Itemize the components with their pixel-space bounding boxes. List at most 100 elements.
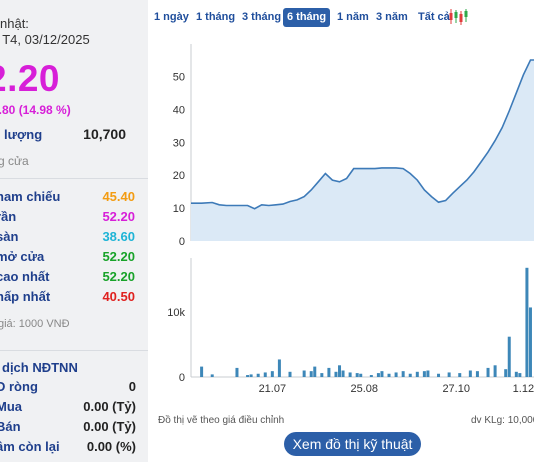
unit-note: giá: 1000 VNĐ xyxy=(0,318,70,330)
volume-bar xyxy=(288,371,292,377)
volume-bar xyxy=(422,371,426,377)
candlestick-chart-icon[interactable] xyxy=(448,8,468,26)
current-price: 2.20 xyxy=(0,58,61,99)
technical-chart-button[interactable]: Xem đồ thị kỹ thuật xyxy=(284,432,421,456)
volume-bar xyxy=(263,372,267,377)
volume-value: 10,700 xyxy=(83,126,126,142)
volume-bar xyxy=(401,371,405,377)
volume-x-tick: 21.07 xyxy=(259,383,287,395)
price-row: cao nhất 52.20 xyxy=(0,267,148,287)
price-row: sàn 38.60 xyxy=(0,227,148,247)
foreign-row-value: 0.00 (%) xyxy=(86,439,136,454)
divider xyxy=(0,350,148,351)
foreign-row-label: Mua xyxy=(0,399,22,414)
price-row-label: sàn xyxy=(0,229,19,244)
price-row-label: cao nhất xyxy=(0,269,50,284)
market-status: g cửa xyxy=(0,154,29,168)
price-row: rần 52.20 xyxy=(0,207,148,227)
price-row-label: hấp nhất xyxy=(0,289,51,304)
volume-bar xyxy=(341,370,345,377)
volume-bar xyxy=(327,367,331,377)
volume-bar xyxy=(200,366,204,377)
foreign-row-value: 0 xyxy=(128,379,136,394)
volume-bar xyxy=(309,371,313,377)
volume-bar xyxy=(468,370,472,377)
tab-range[interactable]: 6 tháng xyxy=(283,8,331,27)
tab-range[interactable]: 3 tháng xyxy=(242,11,282,23)
price-row-value: 52.20 xyxy=(102,209,135,224)
volume-bar xyxy=(415,371,419,377)
tab-range[interactable]: 1 tháng xyxy=(196,11,236,23)
volume-bar xyxy=(334,371,338,377)
foreign-row: âm còn lại 0.00 (%) xyxy=(0,437,148,457)
foreign-row: Bán 0.00 (Tỷ) xyxy=(0,417,148,437)
tab-range[interactable]: 3 năm xyxy=(376,11,408,23)
volume-y-tick: 0 xyxy=(179,372,185,384)
volume-bar xyxy=(458,373,462,377)
price-y-tick: 0 xyxy=(179,236,185,248)
foreign-row: D ròng 0 xyxy=(0,377,148,397)
stock-summary-panel: nhật: 0, T4, 03/12/2025 2.20 6.80 (14.98… xyxy=(0,0,148,462)
foreign-row-label: âm còn lại xyxy=(0,439,60,454)
volume-bar xyxy=(493,365,497,377)
volume-bar xyxy=(277,359,281,377)
price-row-value: 40.50 xyxy=(102,289,135,304)
price-row: mở cửa 52.20 xyxy=(0,247,148,267)
volume-bar xyxy=(338,365,342,377)
price-y-tick: 30 xyxy=(173,137,185,149)
volume-bar xyxy=(447,372,451,377)
price-row-value: 45.40 xyxy=(102,189,135,204)
price-y-tick: 10 xyxy=(173,203,185,215)
volume-bar xyxy=(249,374,253,377)
tab-range[interactable]: 1 năm xyxy=(337,11,369,23)
volume-bar xyxy=(504,369,508,377)
volume-bar xyxy=(394,372,398,377)
divider xyxy=(0,178,148,179)
price-row-value: 52.20 xyxy=(102,269,135,284)
price-row-value: 38.60 xyxy=(102,229,135,244)
foreign-row-value: 0.00 (Tỷ) xyxy=(83,419,136,434)
foreign-row-value: 0.00 (Tỷ) xyxy=(83,399,136,414)
volume-bar xyxy=(302,370,306,377)
adjusted-price-note: Đồ thị vẽ theo giá điều chỉnh xyxy=(158,415,285,426)
volume-bar xyxy=(525,267,529,377)
volume-bar xyxy=(270,371,274,377)
volume-unit-note: dv KLg: 10,000 xyxy=(471,415,534,426)
foreign-row: Mua 0.00 (Tỷ) xyxy=(0,397,148,417)
price-area-fill xyxy=(191,60,534,241)
price-y-tick: 50 xyxy=(173,71,185,83)
tab-range[interactable]: Tất cả xyxy=(418,11,450,23)
volume-bar xyxy=(507,336,511,377)
volume-bar xyxy=(408,373,412,377)
tab-range[interactable]: 1 ngày xyxy=(154,11,189,23)
volume-bar xyxy=(437,373,441,377)
foreign-row-label: Bán xyxy=(0,419,21,434)
price-row: ham chiếu 45.40 xyxy=(0,187,148,207)
volume-bar xyxy=(210,374,214,377)
volume-bar xyxy=(380,371,384,377)
volume-x-tick: 27.10 xyxy=(442,383,470,395)
volume-bar xyxy=(348,372,352,377)
volume-bar xyxy=(518,373,522,377)
volume-x-tick: 1.12 xyxy=(513,383,534,395)
volume-label: lượng xyxy=(4,127,43,142)
volume-bar xyxy=(387,373,391,377)
price-line xyxy=(191,59,534,210)
update-time: 0, T4, 03/12/2025 xyxy=(0,32,90,47)
volume-bar xyxy=(514,371,518,377)
price-row-label: rần xyxy=(0,209,17,224)
volume-bar xyxy=(376,373,380,377)
foreign-trading-title: dịch NĐTNN xyxy=(2,360,78,375)
price-y-tick: 40 xyxy=(173,104,185,116)
price-y-tick: 20 xyxy=(173,170,185,182)
price-row-label: mở cửa xyxy=(0,249,45,264)
price-change: 6.80 (14.98 %) xyxy=(0,103,71,117)
volume-bar xyxy=(359,373,363,377)
volume-y-tick: 10k xyxy=(167,307,185,319)
volume-x-tick: 25.08 xyxy=(351,383,379,395)
volume-bar xyxy=(475,371,479,377)
volume-bar xyxy=(528,307,532,377)
volume-bar xyxy=(320,373,324,377)
volume-bar xyxy=(246,375,250,377)
price-row-value: 52.20 xyxy=(102,249,135,264)
